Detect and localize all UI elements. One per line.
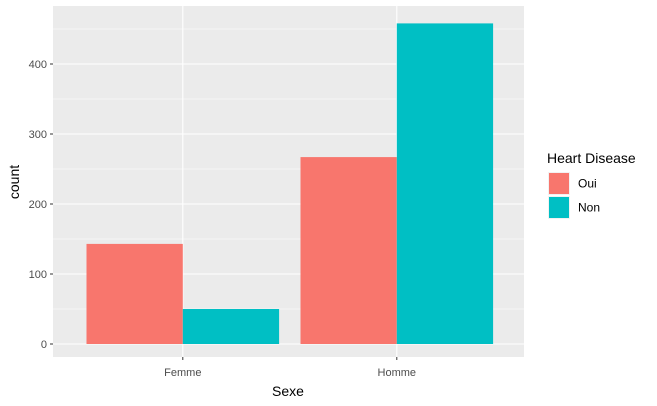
legend: Heart Disease Oui Non [547, 150, 636, 219]
y-tick-label: 0 [41, 339, 47, 351]
x-tick-label: Homme [378, 367, 417, 379]
legend-key-swatch [549, 197, 569, 218]
bar-oui-homme [300, 157, 397, 344]
x-tick-label: Femme [164, 367, 201, 379]
legend-label-oui: Oui [578, 177, 597, 191]
legend-key-swatch [549, 173, 569, 194]
bar-non-homme [396, 23, 494, 345]
y-axis-title: count [6, 165, 22, 199]
legend-label-non: Non [578, 201, 600, 215]
x-axis-title: Sexe [272, 383, 304, 399]
y-tick-label: 400 [29, 59, 47, 71]
bar-non-femme [182, 309, 280, 344]
y-tick-label: 100 [29, 269, 47, 281]
y-tick-label: 300 [29, 129, 47, 141]
x-axis: Femme Homme [164, 357, 416, 379]
bars [86, 23, 494, 345]
y-axis: 0 100 200 300 400 [29, 59, 53, 351]
bar-oui-femme [86, 243, 183, 344]
y-tick-label: 200 [29, 199, 47, 211]
legend-title: Heart Disease [547, 150, 636, 166]
